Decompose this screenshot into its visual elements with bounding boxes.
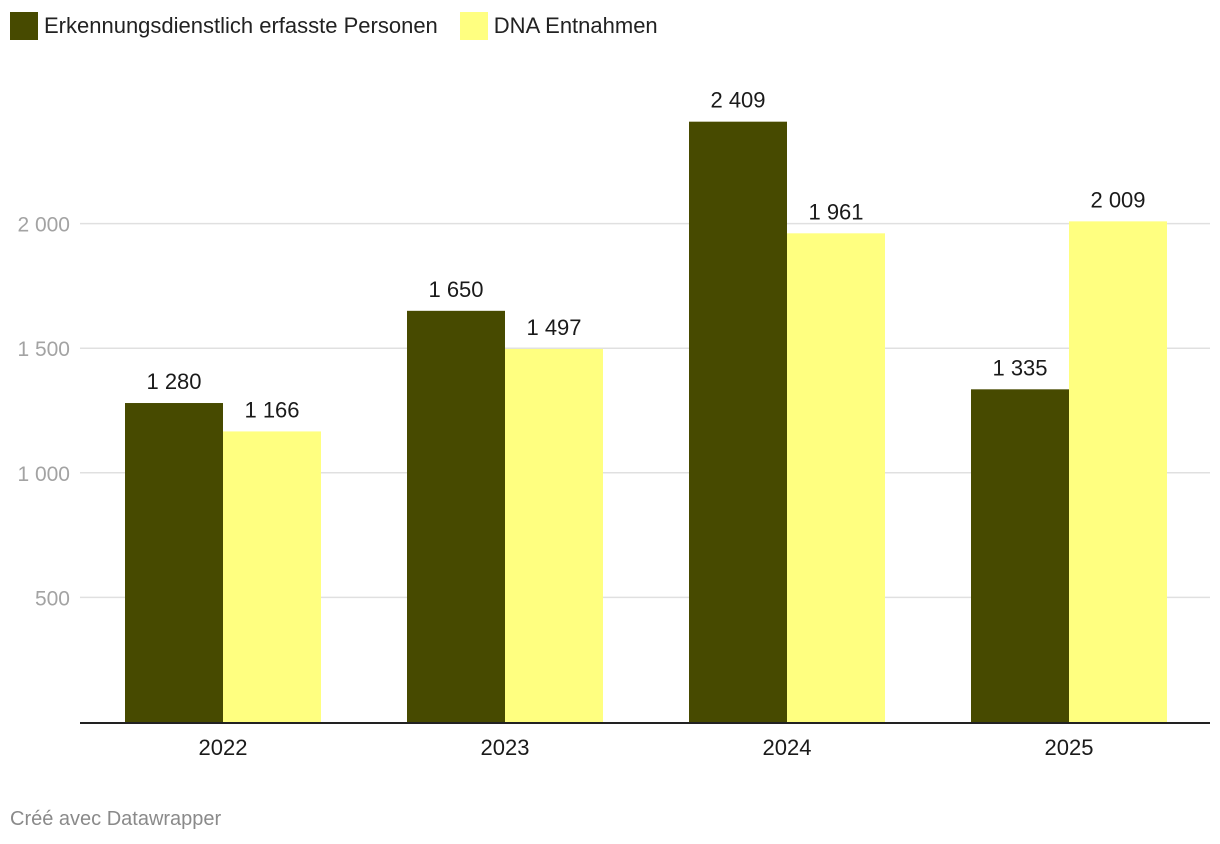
y-tick-label-500: 500: [35, 587, 70, 610]
bar-dna-2022: [223, 431, 321, 722]
x-tick-label-2022: 2022: [199, 735, 248, 760]
bar-chart: 500 1 000 1 500 2 000 1 280 1 166 2022 1 650 1 4…: [17, 88, 1210, 760]
data-label-erkennungsdienstlich-2023: 1 650: [428, 277, 483, 302]
data-label-erkennungsdienstlich-2024: 2 409: [710, 88, 765, 113]
legend-label-erkennungsdienstlich: Erkennungsdienstlich erfasste Personen: [44, 13, 438, 38]
y-tick-label-2000: 2 000: [17, 214, 70, 237]
legend-swatch-erkennungsdienstlich: [10, 12, 38, 40]
data-label-dna-2023: 1 497: [526, 315, 581, 340]
legend-label-dna: DNA Entnahmen: [493, 13, 658, 38]
bar-erkennungsdienstlich-2022: [125, 403, 223, 722]
x-tick-label-2024: 2024: [763, 735, 812, 760]
datawrapper-credit: Créé avec Datawrapper: [10, 808, 222, 830]
bar-erkennungsdienstlich-2023: [407, 310, 505, 722]
legend-item-erkennungsdienstlich: Erkennungsdienstlich erfasste Personen: [10, 12, 438, 40]
bar-erkennungsdienstlich-2025: [971, 389, 1069, 722]
bar-dna-2024: [787, 233, 885, 723]
legend-swatch-dna: [459, 12, 488, 40]
data-label-dna-2024: 1 961: [808, 199, 863, 224]
bar-erkennungsdienstlich-2024: [689, 121, 787, 723]
data-label-erkennungsdienstlich-2025: 1 335: [992, 355, 1047, 380]
bar-dna-2023: [505, 348, 603, 722]
x-tick-label-2025: 2025: [1045, 735, 1094, 760]
legend-item-dna: DNA Entnahmen: [459, 12, 658, 40]
data-label-erkennungsdienstlich-2022: 1 280: [146, 369, 201, 394]
data-label-dna-2025: 2 009: [1090, 187, 1145, 212]
bar-dna-2025: [1069, 221, 1167, 723]
y-tick-label-1000: 1 000: [17, 463, 70, 486]
data-label-dna-2022: 1 166: [244, 397, 299, 422]
x-tick-label-2023: 2023: [481, 735, 530, 760]
y-tick-label-1500: 1 500: [17, 338, 70, 361]
legend: Erkennungsdienstlich erfasste Personen D…: [10, 12, 658, 40]
